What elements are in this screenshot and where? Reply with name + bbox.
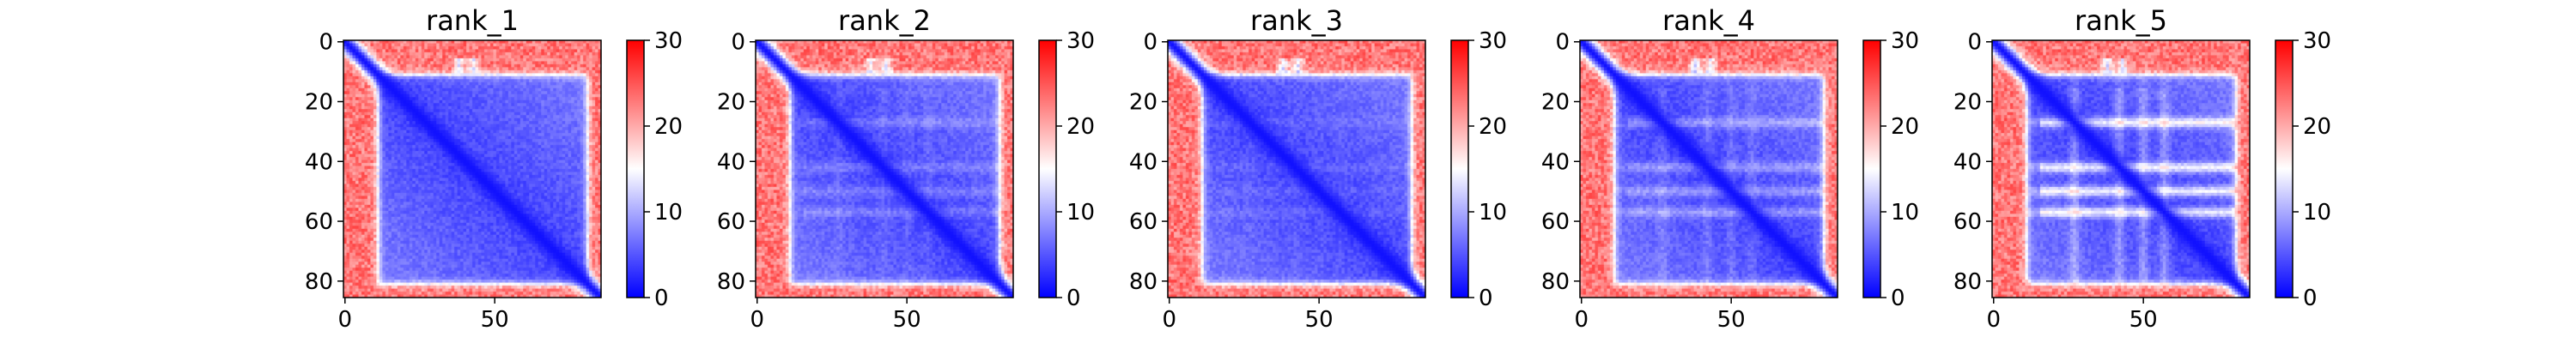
- y-tick-label: 60: [717, 209, 745, 235]
- y-tick-label: 20: [1953, 90, 1982, 116]
- colorbar-tick-label: 20: [1891, 114, 1919, 140]
- colorbar-tick-label: 30: [1891, 28, 1919, 54]
- colorbar-tick-label: 20: [1066, 114, 1095, 140]
- colorbar: [1862, 39, 1881, 298]
- panel-title: rank_1: [426, 4, 519, 37]
- axes-frame: [1579, 39, 1838, 298]
- y-tick-label: 20: [1541, 90, 1570, 116]
- y-tick-label: 0: [1143, 30, 1157, 56]
- axes-frame: [755, 39, 1014, 298]
- y-tick-label: 80: [1953, 269, 1982, 295]
- x-tick-label: 50: [893, 307, 921, 333]
- colorbar-tick-label: 10: [1891, 200, 1919, 226]
- y-tick-label: 20: [1129, 90, 1157, 116]
- colorbar-tick-label: 20: [2303, 114, 2331, 140]
- y-tick-label: 40: [717, 149, 745, 175]
- colorbar-tick-label: 30: [1479, 28, 1507, 54]
- y-tick-label: 60: [1953, 209, 1982, 235]
- panel-title: rank_3: [1250, 4, 1343, 37]
- colorbar-tick-label: 0: [654, 286, 669, 311]
- colorbar-tick-label: 20: [654, 114, 683, 140]
- colorbar-tick-label: 10: [2303, 200, 2331, 226]
- panel-title: rank_5: [2075, 4, 2167, 37]
- colorbar-tick-label: 0: [1066, 286, 1081, 311]
- y-tick-label: 60: [1541, 209, 1570, 235]
- x-tick-label: 50: [1305, 307, 1334, 333]
- axes-frame: [343, 39, 602, 298]
- colorbar-tick-label: 10: [654, 200, 683, 226]
- x-tick-label: 0: [1986, 307, 2001, 333]
- colorbar: [1450, 39, 1469, 298]
- y-tick-label: 20: [305, 90, 333, 116]
- colorbar-tick-label: 10: [1479, 200, 1507, 226]
- colorbar-tick-label: 30: [654, 28, 683, 54]
- y-tick-label: 80: [1129, 269, 1157, 295]
- heatmap-image: [1992, 40, 2250, 298]
- colorbar-tick-label: 0: [1891, 286, 1905, 311]
- colorbar-tick-label: 30: [2303, 28, 2331, 54]
- y-tick-label: 40: [1129, 149, 1157, 175]
- colorbar-tick-label: 10: [1066, 200, 1095, 226]
- colorbar-tick-label: 30: [1066, 28, 1095, 54]
- x-tick-label: 50: [1717, 307, 1746, 333]
- y-tick-label: 0: [319, 30, 333, 56]
- heatmap-image: [1168, 40, 1425, 298]
- x-tick-label: 0: [1574, 307, 1589, 333]
- axes-frame: [1991, 39, 2251, 298]
- x-tick-label: 0: [1162, 307, 1176, 333]
- heatmap-image: [343, 40, 601, 298]
- colorbar: [626, 39, 645, 298]
- x-tick-label: 0: [337, 307, 352, 333]
- y-tick-label: 0: [731, 30, 745, 56]
- colorbar-tick-label: 20: [1479, 114, 1507, 140]
- x-tick-label: 50: [2129, 307, 2158, 333]
- colorbar-tick-label: 0: [2303, 286, 2318, 311]
- y-tick-label: 40: [1953, 149, 1982, 175]
- x-tick-label: 0: [750, 307, 764, 333]
- panel-title: rank_2: [838, 4, 931, 37]
- heatmap-image: [756, 40, 1013, 298]
- colorbar-tick-label: 0: [1479, 286, 1493, 311]
- y-tick-label: 80: [305, 269, 333, 295]
- colorbar: [2275, 39, 2293, 298]
- panel-title: rank_4: [1662, 4, 1755, 37]
- y-tick-label: 80: [717, 269, 745, 295]
- y-tick-label: 40: [1541, 149, 1570, 175]
- y-tick-label: 60: [1129, 209, 1157, 235]
- axes-frame: [1167, 39, 1426, 298]
- y-tick-label: 0: [1967, 30, 1982, 56]
- y-tick-label: 60: [305, 209, 333, 235]
- colorbar: [1038, 39, 1057, 298]
- y-tick-label: 20: [717, 90, 745, 116]
- y-tick-label: 40: [305, 149, 333, 175]
- x-tick-label: 50: [481, 307, 509, 333]
- y-tick-label: 0: [1555, 30, 1570, 56]
- heatmap-image: [1580, 40, 1838, 298]
- y-tick-label: 80: [1541, 269, 1570, 295]
